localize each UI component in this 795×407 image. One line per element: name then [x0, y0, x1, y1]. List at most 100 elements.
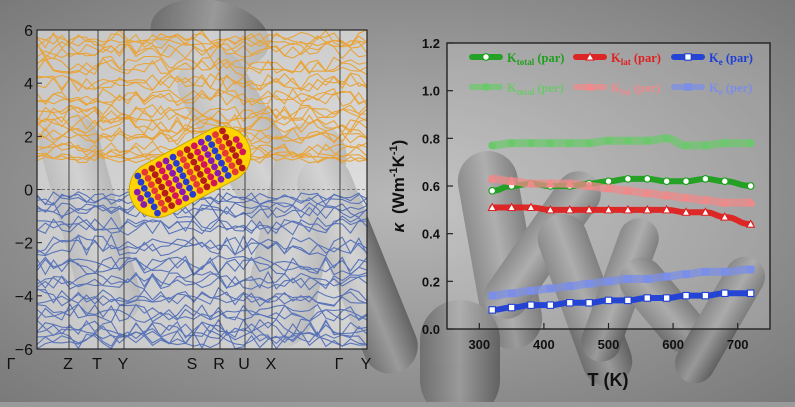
- nanorod-atom: [141, 168, 149, 176]
- conduction-band-line: [36, 113, 368, 134]
- kappa-data-point: [565, 204, 575, 214]
- kappa-data-point: [746, 139, 755, 148]
- legend-label: Klat (par): [611, 51, 661, 67]
- kappa-x-tick-label: 400: [533, 337, 555, 352]
- kappa-series-group: [487, 173, 756, 207]
- valence-band-line: [36, 191, 368, 206]
- nanorod-atom: [155, 161, 163, 169]
- valence-band-line: [36, 303, 368, 323]
- kappa-y-tick-label: 1.0: [422, 84, 440, 99]
- conduction-band-line: [36, 29, 368, 50]
- nanorod-atom: [134, 172, 142, 180]
- nanorod-atom: [196, 187, 204, 194]
- kappa-y-ticks: 0.0 0.2 0.4 0.6 0.8 1.0 1.2: [422, 36, 453, 337]
- nanorod-atom: [221, 149, 229, 157]
- kappa-data-point: [545, 204, 556, 214]
- kappa-data-point: [506, 176, 517, 185]
- nanorod-atom: [176, 150, 184, 157]
- kappa-data-point: [681, 192, 691, 202]
- conduction-band-line: [36, 39, 368, 60]
- band-y-tick-label: −4: [15, 289, 33, 306]
- valence-band-line: [36, 215, 368, 236]
- nanorod-atom: [204, 151, 212, 159]
- legend-label: Ke (par): [709, 51, 753, 67]
- kappa-data-point: [487, 173, 497, 183]
- nanorod-atom: [217, 175, 225, 183]
- nanorod-atom: [148, 165, 156, 172]
- nanorod-atom: [183, 162, 191, 170]
- nanorod-atom: [212, 131, 219, 139]
- conduction-band-line: [36, 104, 368, 124]
- nanorod-atom: [235, 158, 243, 166]
- kappa-x-ticks: 300 400 500 600 700: [468, 323, 749, 352]
- kappa-data-point: [604, 296, 613, 305]
- nanorod-silhouette: [420, 300, 500, 407]
- kappa-data-point: [661, 190, 672, 200]
- kappa-data-point: [603, 204, 614, 214]
- nanorod-atom: [232, 136, 240, 143]
- nanorod-atom: [182, 178, 190, 186]
- kappa-data-point: [720, 177, 729, 186]
- nanorod-atom: [182, 194, 190, 202]
- valence-band-line: [36, 234, 368, 257]
- nanorod-model-image: [128, 126, 252, 218]
- kappa-data-point: [623, 204, 633, 214]
- kappa-data-point: [643, 174, 652, 183]
- valence-band-line: [36, 318, 368, 339]
- kappa-data-point: [662, 294, 671, 302]
- nanorod-atom: [157, 199, 165, 207]
- nanorod-atom: [207, 157, 215, 165]
- valence-band-line: [36, 329, 368, 350]
- nanorod-atom: [155, 177, 162, 185]
- kappa-x-tick-label: 600: [662, 337, 684, 352]
- nanorod-atom: [151, 187, 159, 195]
- nanorod-atom: [218, 159, 225, 167]
- nanorod-atom: [172, 192, 179, 200]
- conduction-band-line: [36, 128, 368, 146]
- nanorod-atom: [175, 198, 183, 206]
- kappa-data-point: [745, 219, 756, 228]
- valence-band-line: [36, 270, 368, 291]
- kappa-y-tick-label: 1.2: [422, 36, 440, 51]
- nanorod-atom: [207, 173, 215, 181]
- nanorod-atom: [200, 161, 208, 168]
- valence-band-line: [36, 303, 368, 323]
- kappa-data-point: [527, 139, 535, 148]
- kappa-data-point: [527, 287, 535, 295]
- nanorod-atom: [201, 145, 209, 152]
- kappa-y-tick-label: 0.2: [422, 274, 440, 289]
- legend-entry: Klat (par): [573, 51, 661, 67]
- nanorod-atom: [161, 189, 169, 197]
- nanorod-atom: [137, 178, 145, 186]
- kappa-y-tick-label: 0.4: [422, 227, 441, 242]
- nanorod-atom: [222, 133, 230, 141]
- nanorod-atom: [215, 137, 223, 145]
- kappa-data-point: [701, 291, 710, 300]
- kappa-data-point: [545, 178, 556, 188]
- nanorod-atom: [140, 185, 148, 192]
- kappa-data-point: [585, 279, 593, 288]
- kappa-data-point: [488, 186, 497, 195]
- kappa-data-point: [624, 275, 632, 283]
- nanorod-atom: [150, 203, 158, 211]
- nanorod-atom: [140, 201, 148, 208]
- nanorod-atom: [144, 191, 152, 198]
- kappa-data-point: [746, 289, 755, 297]
- nanorod-atom: [147, 197, 155, 205]
- kappa-data-point: [701, 141, 710, 150]
- kappa-series: [487, 134, 756, 314]
- kappa-data-point: [682, 270, 690, 278]
- legend-label: Klat (per): [611, 81, 660, 97]
- nanorod-atom: [221, 165, 229, 173]
- legend-label: Ktotal (par): [507, 51, 564, 67]
- kappa-data-point: [682, 141, 690, 150]
- nanorod-atom: [197, 138, 205, 146]
- valence-band-line: [36, 191, 368, 206]
- kappa-data-point: [643, 136, 652, 145]
- kappa-series-group: [488, 134, 755, 150]
- legend-swatch-marker: [482, 83, 490, 91]
- kappa-data-point: [700, 195, 711, 204]
- thermal-conductivity-panel: 0.0 0.2 0.4 0.6 0.8 1.0 1.2 300 400 500 600 700 Kt…: [388, 36, 771, 390]
- band-y-ticks: 6 4 2 0 −2 −4 −6: [15, 23, 42, 359]
